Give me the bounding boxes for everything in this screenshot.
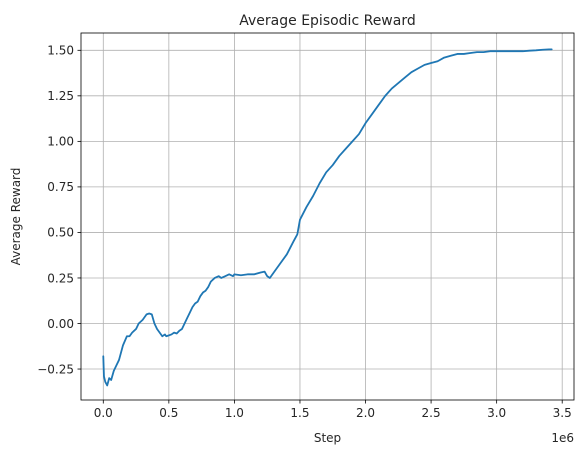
x-tick-label: 2.0: [356, 406, 375, 420]
x-ticks: 0.0 0.5 1.0 1.5 2.0 2.5 3.0 3.5: [94, 400, 572, 420]
x-tick-label: 2.5: [422, 406, 441, 420]
y-tick-label: −0.25: [37, 362, 74, 376]
x-tick-label: 3.5: [553, 406, 572, 420]
y-tick-label: 0.00: [47, 317, 74, 331]
plot-frame: [80, 32, 575, 401]
x-axis-offset-label: 1e6: [551, 431, 574, 445]
chart-title: Average Episodic Reward: [239, 13, 415, 29]
series-layer: [102, 48, 553, 387]
x-axis-label: Step: [314, 431, 341, 445]
x-tick-label: 0.5: [159, 406, 178, 420]
x-tick-label: 3.0: [487, 406, 506, 420]
y-axis-label: Average Reward: [9, 168, 23, 266]
y-tick-label: 0.75: [47, 180, 74, 194]
y-tick-label: 1.25: [47, 89, 74, 103]
y-tick-label: 1.00: [47, 135, 74, 149]
y-tick-label: 0.25: [47, 271, 74, 285]
series-line: [102, 48, 553, 387]
y-tick-label: 1.50: [47, 44, 74, 58]
y-tick-label: 0.50: [47, 226, 74, 240]
y-ticks: −0.25 0.00 0.25 0.50 0.75 1.00 1.25 1.50: [37, 44, 81, 376]
x-tick-label: 1.5: [290, 406, 309, 420]
grid: [81, 33, 574, 400]
x-tick-label: 0.0: [94, 406, 113, 420]
x-tick-label: 1.0: [225, 406, 244, 420]
